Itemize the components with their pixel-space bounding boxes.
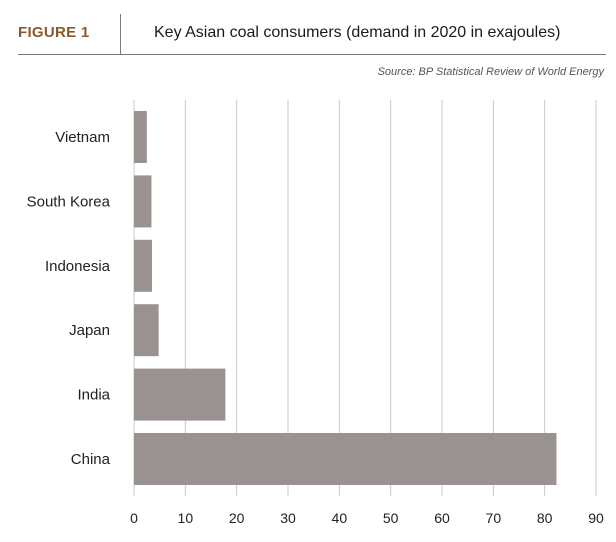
source-note: Source: BP Statistical Review of World E…	[377, 66, 604, 78]
figure-header: FIGURE 1 Key Asian coal consumers (deman…	[18, 14, 606, 55]
figure-label: FIGURE 1	[18, 24, 90, 41]
bar-japan	[134, 304, 159, 357]
x-tick-label: 60	[434, 510, 450, 526]
category-label: India	[77, 387, 110, 404]
bar-china	[134, 433, 557, 485]
figure-title: Key Asian coal consumers (demand in 2020…	[154, 24, 561, 41]
x-tick-label: 20	[229, 510, 245, 526]
x-tick-label: 40	[332, 510, 348, 526]
bar-indonesia	[134, 239, 152, 292]
x-tick-label: 50	[383, 510, 399, 526]
x-tick-label: 70	[486, 510, 502, 526]
x-tick-label: 10	[178, 510, 194, 526]
chart-bars	[134, 111, 557, 485]
chart-grid	[133, 100, 597, 496]
category-labels: Vietnam South Korea Indonesia Japan India Chi…	[27, 129, 111, 468]
x-tick-label: 0	[130, 510, 138, 526]
category-label: China	[71, 451, 111, 468]
x-tick-label: 30	[280, 510, 296, 526]
x-tick-label: 90	[588, 510, 604, 526]
category-label: Japan	[69, 322, 110, 339]
x-axis-ticks: 0 10 20 30 40 50 60 70 80 90	[130, 510, 604, 526]
bar-vietnam	[134, 111, 147, 163]
x-tick-label: 80	[537, 510, 553, 526]
header-rule	[18, 54, 606, 55]
category-label: South Korea	[27, 193, 111, 210]
category-label: Indonesia	[45, 258, 111, 275]
bar-india	[134, 368, 226, 421]
header-divider	[120, 14, 121, 54]
category-label: Vietnam	[55, 129, 110, 146]
bar-south-korea	[134, 175, 152, 228]
